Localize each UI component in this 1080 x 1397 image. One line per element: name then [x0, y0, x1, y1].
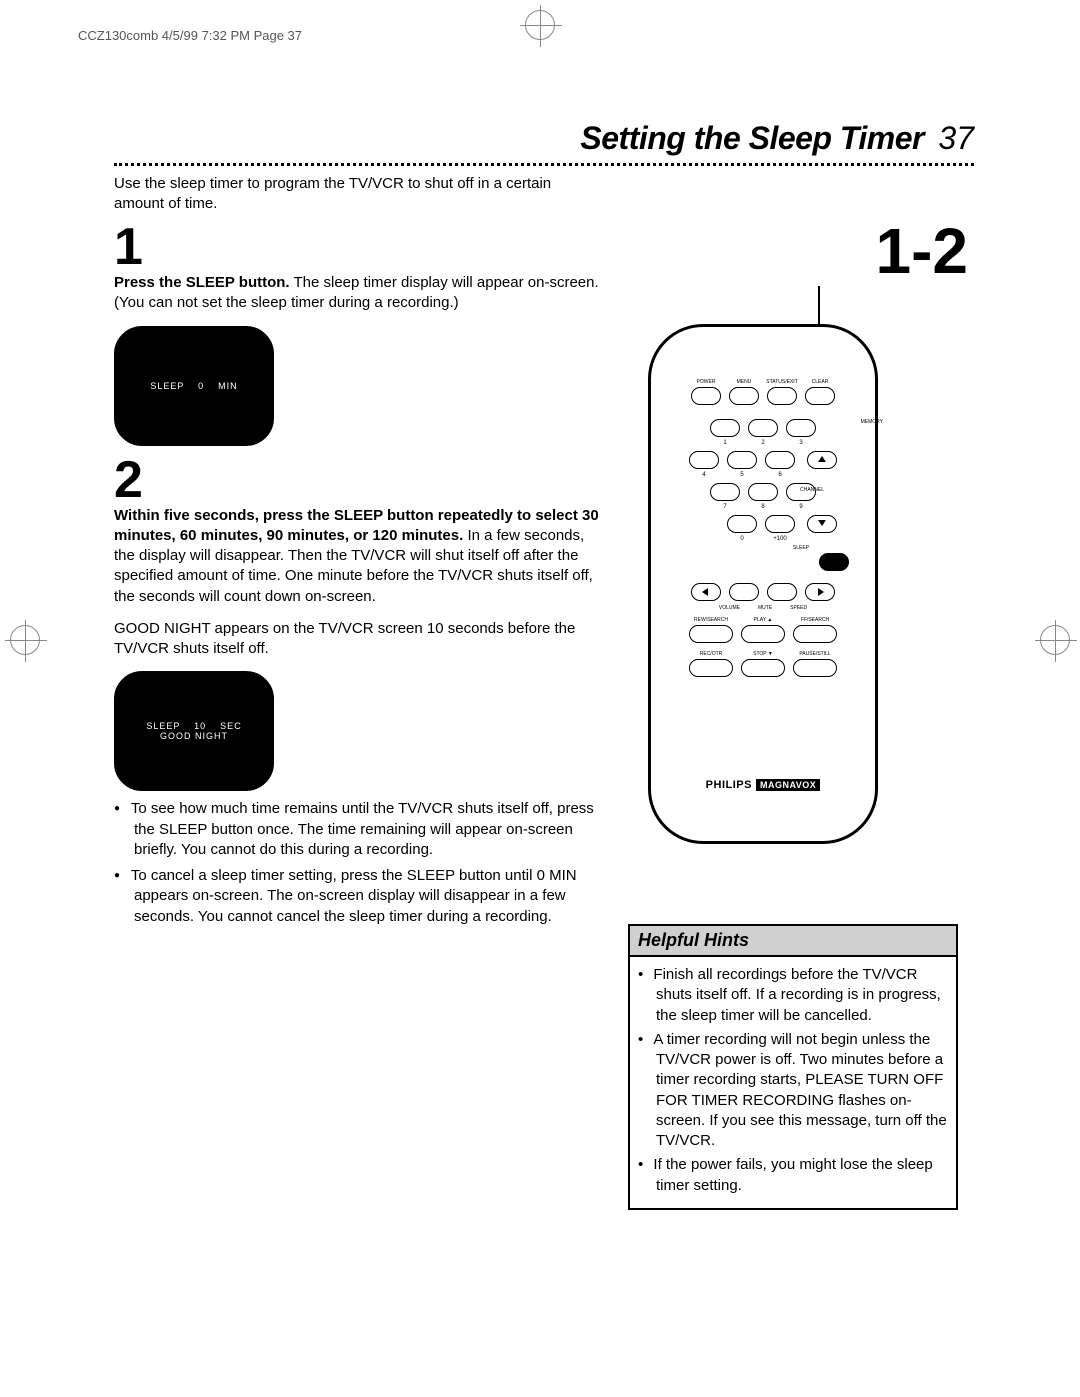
step-2-extra: GOOD NIGHT appears on the TV/VCR screen … — [114, 619, 604, 660]
remote-button: 6 — [765, 451, 795, 469]
remote-button: POWER — [691, 387, 721, 405]
title-rule — [114, 163, 974, 166]
page-title: Setting the Sleep Timer — [580, 120, 924, 156]
remote-button: STOP ▼ — [741, 659, 785, 677]
hint-item: Finish all recordings before the TV/VCR … — [638, 965, 952, 1026]
page-content: Setting the Sleep Timer 37 Use the sleep… — [114, 120, 974, 933]
step-1-bold: Press the SLEEP button. — [114, 274, 290, 291]
crop-mark-left — [10, 625, 40, 655]
remote-button: FF/SEARCH — [793, 625, 837, 643]
crop-mark-top — [525, 10, 555, 40]
page-number: 37 — [938, 120, 974, 156]
helpful-hints-box: Helpful Hints Finish all recordings befo… — [628, 924, 958, 1210]
hint-item: A timer recording will not begin unless … — [638, 1030, 952, 1152]
step-1-text: Press the SLEEP button. The sleep timer … — [114, 273, 604, 314]
remote-illustration: POWER MENU STATUS/EXIT CLEAR 1 2 3 MEMOR… — [648, 324, 878, 844]
remote-button: MENU — [729, 387, 759, 405]
remote-button — [729, 583, 759, 601]
print-header: CCZ130comb 4/5/99 7:32 PM Page 37 — [78, 28, 302, 43]
crop-mark-right — [1040, 625, 1070, 655]
notes-list: To see how much time remains until the T… — [114, 799, 604, 927]
tv-screen-2: SLEEP 10 SEC GOOD NIGHT — [114, 671, 274, 791]
step-1-number: 1 — [114, 221, 604, 273]
tv-line: SLEEP 10 SEC — [146, 721, 241, 731]
remote-button — [805, 583, 835, 601]
tv-screen-1: SLEEP 0 MIN — [114, 326, 274, 446]
tv-line: GOOD NIGHT — [160, 731, 228, 741]
remote-button: CLEAR — [805, 387, 835, 405]
step-2-text: Within five seconds, press the SLEEP but… — [114, 506, 604, 607]
hints-body: Finish all recordings before the TV/VCR … — [630, 957, 956, 1208]
tv-line: SLEEP 0 MIN — [150, 381, 237, 391]
intro-text: Use the sleep timer to program the TV/VC… — [114, 174, 604, 213]
remote-button: 2 — [748, 419, 778, 437]
hints-title: Helpful Hints — [630, 926, 956, 957]
remote-button: 1 — [710, 419, 740, 437]
illustration-column: 1-2 POWER MENU STATUS/EXIT CLEAR 1 2 — [628, 174, 968, 933]
remote-button: 7 — [710, 483, 740, 501]
remote-brand: PHILIPSMAGNAVOX — [651, 779, 875, 791]
remote-button: 4 — [689, 451, 719, 469]
remote-button: 8 — [748, 483, 778, 501]
remote-button — [807, 451, 837, 469]
remote-button: 5 — [727, 451, 757, 469]
remote-button — [691, 583, 721, 601]
remote-button: +100 — [765, 515, 795, 533]
remote-button: PLAY ▲ — [741, 625, 785, 643]
remote-button: REC/OTR — [689, 659, 733, 677]
note-item: To see how much time remains until the T… — [114, 799, 604, 860]
step-2-number: 2 — [114, 454, 604, 506]
remote-button: PAUSE/STILL — [793, 659, 837, 677]
remote-button — [767, 583, 797, 601]
title-row: Setting the Sleep Timer 37 — [114, 120, 974, 157]
remote-button: 3 — [786, 419, 816, 437]
remote-button: REW/SEARCH — [689, 625, 733, 643]
remote-button — [807, 515, 837, 533]
sleep-button — [819, 553, 849, 571]
remote-button: STATUS/EXIT — [767, 387, 797, 405]
remote-button: 0 — [727, 515, 757, 533]
instructions-column: Use the sleep timer to program the TV/VC… — [114, 174, 604, 933]
note-item: To cancel a sleep timer setting, press t… — [114, 866, 604, 927]
step-reference: 1-2 — [876, 214, 969, 288]
hint-item: If the power fails, you might lose the s… — [638, 1155, 952, 1196]
